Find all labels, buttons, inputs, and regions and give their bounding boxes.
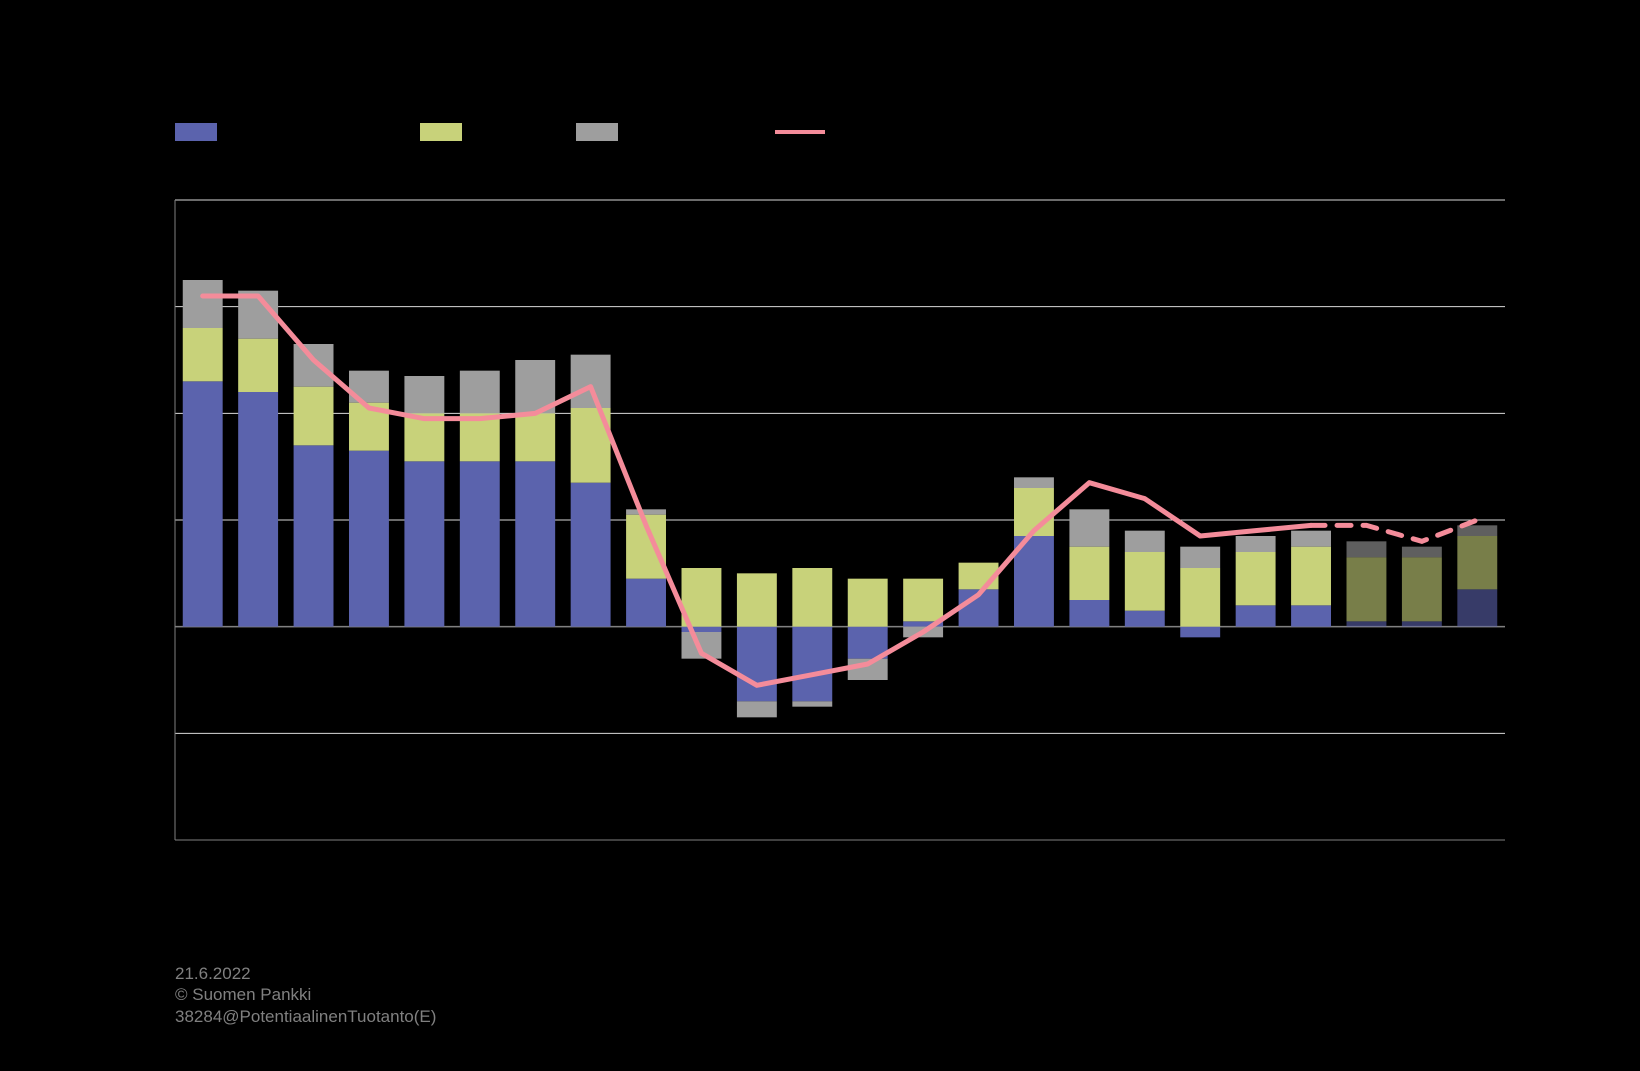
svg-text:2004: 2004 (347, 853, 392, 875)
svg-text:2016: 2016 (1012, 853, 1057, 875)
svg-text:2008: 2008 (568, 853, 613, 875)
footer-date: 21.6.2022 (175, 963, 545, 984)
svg-text:4: 4 (149, 190, 160, 212)
svg-text:1: 1 (149, 510, 160, 532)
footer-source: Lähteet: Suomen Pankki ja Tilastokeskus. (175, 930, 545, 955)
svg-text:2022: 2022 (1344, 853, 1389, 875)
svg-text:2018: 2018 (1123, 853, 1168, 875)
chart-footer: Lähteet: Suomen Pankki ja Tilastokeskus.… (175, 930, 545, 1027)
chart-plot: -2 -1 0 1 2 3 4 2002 2004 2006 2008 2010 2012 2014 201… (0, 0, 1640, 1071)
svg-text:2: 2 (149, 403, 160, 425)
svg-text:2006: 2006 (458, 853, 503, 875)
svg-text:2010: 2010 (679, 853, 724, 875)
svg-text:-2: -2 (142, 830, 160, 852)
svg-text:2024: 2024 (1455, 853, 1500, 875)
footer-copyright: © Suomen Pankki (175, 984, 545, 1005)
svg-text:0: 0 (149, 617, 160, 639)
svg-text:2014: 2014 (901, 853, 946, 875)
svg-text:2012: 2012 (790, 853, 835, 875)
svg-text:-1: -1 (142, 723, 160, 745)
svg-text:3: 3 (149, 297, 160, 319)
svg-text:2002: 2002 (236, 853, 281, 875)
svg-text:2020: 2020 (1233, 853, 1278, 875)
footer-ref: 38284@PotentiaalinenTuotanto(E) (175, 1006, 545, 1027)
